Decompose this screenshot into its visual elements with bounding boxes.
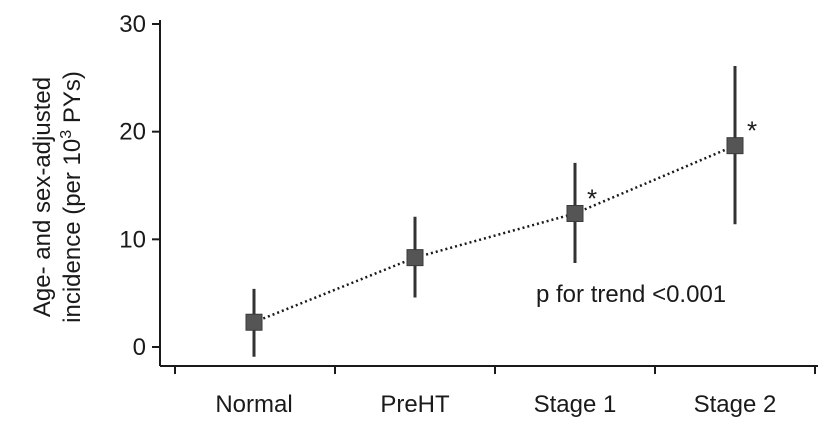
x-tick-label: Stage 2 <box>694 391 777 418</box>
significance-marker: * <box>587 183 597 213</box>
y-axis-title-line2: incidence (per 103 PYs) <box>58 71 86 323</box>
y-tick-label: 10 <box>119 226 146 253</box>
x-tick-label: PreHT <box>380 391 450 418</box>
data-point <box>245 313 263 331</box>
x-ticks: Normal PreHT Stage 1 Stage 2 <box>174 366 816 418</box>
data-marks: ** <box>245 65 757 357</box>
data-point <box>726 137 744 155</box>
data-point <box>406 249 424 267</box>
y-tick-label: 0 <box>133 334 146 361</box>
x-tick-label: Normal <box>215 391 292 418</box>
significance-marker: * <box>747 116 757 146</box>
y-axis-title: Age- and sex-adjusted incidence (per 103… <box>29 71 86 323</box>
x-tick-label: Stage 1 <box>534 391 617 418</box>
y-tick-label: 30 <box>119 11 146 38</box>
y-ticks: 0 10 20 30 <box>119 11 160 361</box>
y-tick-label: 20 <box>119 119 146 146</box>
y-axis-title-line2-pre: incidence (per 10 <box>59 139 86 323</box>
data-point <box>566 204 584 222</box>
y-axis-title-line1: Age- and sex-adjusted <box>29 77 56 317</box>
trend-line <box>253 144 736 324</box>
y-axis-title-line2-sup: 3 <box>58 130 75 139</box>
trend-p-value-annotation: p for trend <0.001 <box>536 281 726 308</box>
y-axis-title-line2-post: PYs) <box>59 71 86 130</box>
